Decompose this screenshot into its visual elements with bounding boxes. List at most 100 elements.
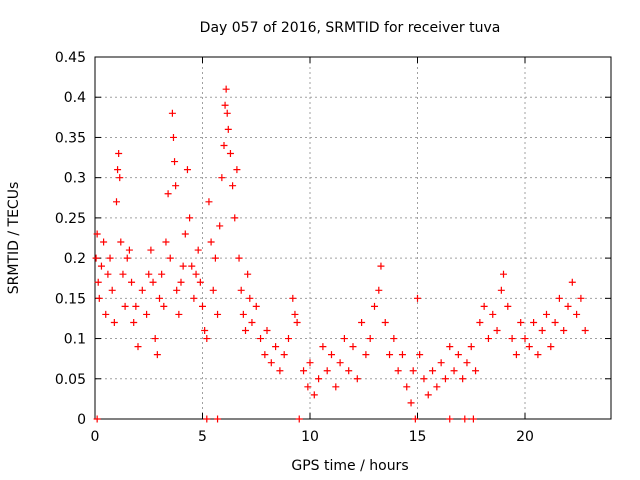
x-tick-label: 5 (198, 429, 207, 445)
data-point (403, 383, 411, 391)
data-point (134, 343, 142, 351)
data-point (177, 278, 185, 286)
y-tick-label: 0.15 (55, 291, 86, 307)
ticks: 0 0.05 0.1 0.15 0.2 0.25 0.3 0.35 0.4 0.45 0 5 10 15 2… (55, 50, 611, 445)
data-point (433, 383, 441, 391)
data-point (394, 367, 402, 375)
plot-frame (94, 56, 612, 420)
data-point (398, 351, 406, 359)
data-point (525, 343, 533, 351)
x-tick-label: 10 (301, 429, 319, 445)
data-point (521, 335, 529, 343)
data-point (411, 415, 419, 423)
data-point (173, 286, 181, 294)
data-point (459, 375, 467, 383)
data-point (441, 375, 449, 383)
data-point (407, 399, 415, 407)
data-point (280, 351, 288, 359)
data-point (497, 286, 505, 294)
data-point (113, 198, 120, 206)
data-point (472, 367, 480, 375)
data-point (171, 158, 179, 166)
data-point (181, 230, 189, 238)
data-point (95, 294, 103, 302)
y-tick-label: 0 (77, 412, 86, 428)
data-point (229, 182, 237, 190)
data-point (94, 278, 102, 286)
data-point (446, 343, 454, 351)
data-point (390, 335, 398, 343)
data-point (169, 133, 177, 141)
data-point (267, 359, 275, 367)
data-point (555, 294, 563, 302)
data-point (233, 166, 241, 174)
data-point (92, 254, 100, 262)
x-tick-label: 20 (516, 429, 534, 445)
data-point (211, 254, 219, 262)
data-point (534, 351, 542, 359)
data-point (530, 318, 538, 326)
data-point (125, 246, 133, 254)
data-point (149, 278, 157, 286)
data-point (199, 302, 206, 310)
y-axis-label: SRMTID / TECUs (6, 182, 22, 295)
data-point (168, 109, 176, 117)
data-point (231, 214, 239, 222)
data-point (414, 294, 421, 302)
y-tick-label: 0.3 (64, 171, 86, 187)
data-point (162, 238, 170, 246)
data-point (377, 262, 385, 270)
data-point (547, 343, 555, 351)
data-point (420, 375, 428, 383)
data-point (104, 270, 112, 278)
data-point (504, 302, 512, 310)
data-point (145, 270, 153, 278)
data-point (190, 294, 198, 302)
chart-title: Day 057 of 2016, SRMTID for receiver tuv… (200, 20, 501, 36)
data-point (252, 302, 260, 310)
data-point (328, 351, 335, 359)
data-point (484, 335, 492, 343)
data-point (223, 109, 231, 117)
data-point (93, 230, 101, 238)
data-point (276, 367, 284, 375)
data-point (128, 278, 136, 286)
data-point (160, 302, 168, 310)
data-point (117, 238, 125, 246)
data-point (476, 318, 484, 326)
data-point (100, 238, 108, 246)
data-point (172, 182, 180, 190)
data-point (437, 359, 445, 367)
data-point (214, 415, 222, 423)
data-point (203, 335, 211, 343)
data-point (517, 318, 525, 326)
data-point (221, 101, 229, 109)
data-point (138, 286, 146, 294)
data-point (114, 166, 122, 174)
data-point (218, 174, 226, 182)
data-point (500, 270, 507, 278)
data-point (239, 310, 247, 318)
data-point (246, 294, 254, 302)
data-point (323, 367, 331, 375)
data-point (291, 310, 299, 318)
data-point (424, 391, 432, 399)
y-tick-label: 0.4 (64, 90, 86, 106)
data-point (209, 286, 217, 294)
data-point (115, 150, 123, 158)
data-point (244, 270, 252, 278)
data-point (349, 343, 357, 351)
data-point (207, 238, 215, 246)
data-point (147, 246, 155, 254)
data-points (92, 85, 589, 423)
data-point (469, 415, 477, 423)
data-point (235, 254, 243, 262)
data-point (156, 294, 163, 302)
data-point (340, 335, 348, 343)
data-point (386, 351, 394, 359)
data-point (295, 415, 303, 423)
data-point (201, 327, 209, 335)
x-tick-label: 0 (91, 429, 100, 445)
data-point (205, 198, 213, 206)
